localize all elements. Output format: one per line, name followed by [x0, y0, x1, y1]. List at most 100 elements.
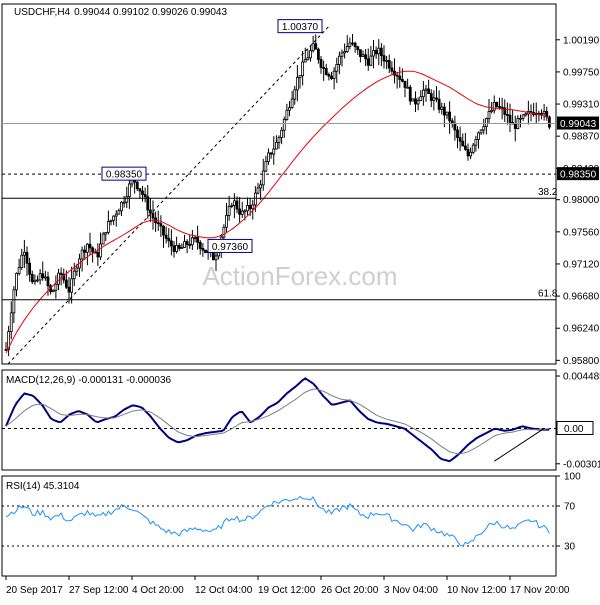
panel-frame: [1, 3, 557, 365]
candle-body: [361, 54, 365, 57]
rsi-y-tick-label: 100: [564, 472, 581, 483]
panel-frame: [1, 475, 557, 577]
candle-body: [327, 74, 331, 77]
candle-body: [7, 331, 11, 350]
annotation-box: [101, 166, 147, 181]
x-tick-label: 3 Nov 04:00: [384, 585, 438, 596]
candle-body: [109, 219, 113, 222]
candle-body: [91, 247, 95, 253]
candle-body: [240, 210, 244, 215]
candle-body: [408, 86, 412, 102]
candle-body: [316, 48, 320, 60]
candle-body: [343, 51, 347, 54]
candle-body: [366, 58, 370, 66]
candle-body: [75, 267, 79, 272]
candle-body: [311, 43, 315, 52]
candle-body: [30, 273, 34, 283]
candle-body: [172, 245, 176, 252]
price-y-tick-label: 0.98870: [563, 132, 600, 143]
candle-body: [379, 47, 383, 57]
candle-body: [117, 210, 121, 215]
ma-line: [5, 70, 550, 354]
candle-body: [303, 59, 307, 63]
candle-body: [348, 42, 352, 47]
annotation-box: [277, 19, 323, 34]
candle-body: [83, 249, 87, 253]
candle-body: [269, 152, 273, 155]
candle-body: [112, 215, 116, 221]
candle-body: [513, 123, 517, 129]
watermark: ActionForex.com: [202, 261, 397, 291]
candle-body: [57, 272, 60, 285]
candle-body: [204, 249, 207, 253]
candle-body: [141, 190, 144, 195]
candle-body: [33, 279, 37, 283]
candle-body: [72, 270, 76, 280]
ohlc-values: 0.99044 0.99102 0.99026 0.99043: [74, 7, 227, 18]
level-tag-label: 0.98350: [560, 170, 597, 181]
candle-body: [185, 241, 189, 245]
candle-body: [319, 58, 323, 68]
candle-body: [314, 43, 318, 50]
candle-body: [382, 55, 386, 62]
candle-body: [274, 141, 278, 150]
candle-body: [519, 117, 522, 120]
candle-body: [288, 107, 291, 111]
candle-body: [330, 75, 333, 79]
candle-body: [503, 107, 507, 115]
candle-body: [225, 214, 228, 228]
candle-body: [458, 137, 462, 142]
candle-body: [22, 251, 26, 256]
candle-body: [267, 152, 270, 162]
price-y-tick-label: 0.98000: [563, 195, 600, 206]
candle-body: [135, 181, 139, 190]
candle-body: [505, 114, 509, 116]
candle-body: [122, 201, 126, 204]
candle-body: [67, 286, 71, 293]
candle-body: [545, 110, 549, 118]
x-tick-label: 4 Oct 20:00: [132, 585, 184, 596]
candle-body: [277, 136, 281, 143]
candle-body: [146, 196, 150, 211]
candle-body: [177, 244, 181, 249]
macd-title: MACD(12,26,9) -0.000131 -0.000036: [6, 375, 172, 386]
candle-body: [351, 42, 354, 45]
x-tick-label: 27 Sep 12:00: [69, 585, 129, 596]
candle-body: [12, 289, 16, 314]
candle-body: [490, 109, 494, 112]
candle-body: [88, 243, 92, 249]
candle-body: [547, 116, 551, 128]
current-price-tag-box: [557, 116, 599, 130]
price-y-tick-label: 0.96680: [563, 292, 600, 303]
candle-body: [222, 226, 226, 238]
candle-body: [227, 205, 231, 216]
candle-body: [448, 111, 452, 122]
price-y-tick-label: 0.96240: [563, 324, 600, 335]
candle-body: [114, 213, 118, 217]
candle-body: [43, 276, 47, 279]
price-panel: 1.001900.997500.993100.988700.984300.980…: [1, 3, 600, 367]
candle-body: [193, 237, 197, 239]
candle-body: [167, 237, 171, 242]
macd-trendline: [493, 428, 545, 462]
candle-body: [235, 200, 239, 210]
candle-body: [196, 237, 200, 243]
candle-body: [390, 67, 394, 72]
candle-body: [169, 240, 173, 247]
candle-body: [175, 244, 179, 252]
candle-body: [64, 279, 68, 288]
price-y-tick-label: 0.97120: [563, 259, 600, 270]
candle-body: [400, 79, 404, 82]
candle-body: [432, 97, 436, 101]
candle-body: [272, 148, 276, 155]
annotation-label: 0.97360: [212, 242, 249, 253]
candle-body: [487, 111, 491, 120]
candle-body: [282, 119, 286, 131]
candle-body: [495, 102, 499, 107]
candle-body: [477, 132, 480, 140]
candle-body: [482, 126, 486, 131]
candle-body: [419, 96, 423, 102]
candle-body: [293, 89, 297, 100]
price-header: USDCHF,H4 0.99044 0.99102 0.99026 0.99043: [14, 7, 227, 18]
